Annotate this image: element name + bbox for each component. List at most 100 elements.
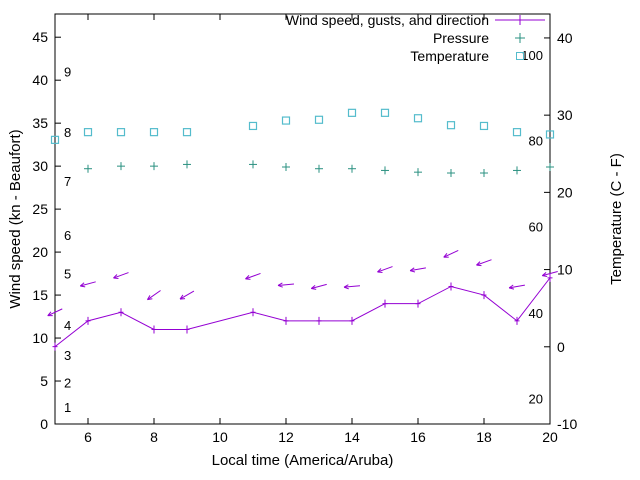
fahrenheit-scale-labels: 20 40 60 80 100 bbox=[521, 48, 543, 407]
beaufort-label: 5 bbox=[64, 267, 71, 282]
wind-direction-arrow bbox=[245, 272, 261, 280]
left-tick-label: 30 bbox=[32, 158, 48, 174]
beaufort-label: 9 bbox=[64, 65, 71, 80]
wind-direction-arrowhead bbox=[47, 311, 52, 316]
beaufort-label: 4 bbox=[64, 318, 71, 333]
beaufort-label: 6 bbox=[64, 228, 71, 243]
wind-direction-arrowhead bbox=[277, 284, 283, 288]
wind-direction-arrowhead bbox=[310, 284, 316, 289]
wind-direction-arrow bbox=[377, 266, 393, 273]
temperature-point bbox=[149, 128, 159, 137]
right-tick-label: -10 bbox=[557, 416, 577, 432]
left-tick-label: 10 bbox=[32, 330, 48, 346]
wind-speed-line bbox=[54, 277, 551, 348]
wind-direction-arrowhead bbox=[476, 261, 481, 266]
wind-direction-arrow bbox=[147, 290, 161, 301]
wind-direction-arrowhead bbox=[343, 284, 349, 288]
wind-direction-arrowhead bbox=[245, 275, 250, 280]
left-tick-label: 5 bbox=[40, 373, 48, 389]
left-tick-label: 40 bbox=[32, 72, 48, 88]
temperature-point bbox=[479, 121, 489, 131]
wind-direction-arrow bbox=[343, 285, 361, 288]
left-tick-label: 45 bbox=[32, 29, 48, 45]
wind-direction-arrow bbox=[179, 290, 195, 300]
right-tick-label: 10 bbox=[557, 262, 573, 278]
beaufort-label: 1 bbox=[64, 400, 71, 415]
left-tick-label: 20 bbox=[32, 244, 48, 260]
temperature-point bbox=[248, 121, 258, 131]
fahrenheit-label: 100 bbox=[521, 48, 543, 63]
wind-direction-arrowhead bbox=[311, 288, 317, 290]
temperature-series bbox=[50, 108, 555, 144]
legend: Wind speed, gusts, and direction Pressure… bbox=[286, 12, 545, 64]
wind-direction-arrowhead bbox=[79, 282, 85, 287]
temperature-point bbox=[281, 116, 291, 125]
x-tick-label: 6 bbox=[84, 429, 92, 445]
temperature-point bbox=[116, 128, 126, 137]
beaufort-label: 8 bbox=[64, 125, 71, 140]
beaufort-scale-labels: 1 2 3 4 5 6 7 8 9 bbox=[64, 65, 71, 415]
temperature-point bbox=[83, 128, 93, 137]
wind-direction-arrowhead bbox=[147, 295, 151, 300]
wind-direction-arrowhead bbox=[508, 287, 515, 290]
beaufort-label: 7 bbox=[64, 174, 71, 189]
wind-direction-arrow bbox=[311, 283, 327, 290]
x-tick-label: 16 bbox=[410, 429, 426, 445]
right-tick-label: 30 bbox=[557, 107, 573, 123]
left-axis-label: Wind speed (kn - Beaufort) bbox=[7, 129, 24, 309]
wind-direction-arrow bbox=[80, 281, 96, 287]
temperature-point bbox=[446, 121, 456, 130]
legend-square-sample bbox=[516, 52, 524, 60]
temperature-point bbox=[413, 114, 423, 123]
left-tick-label: 35 bbox=[32, 115, 48, 131]
wind-direction-arrow bbox=[113, 272, 129, 279]
wind-direction-arrowhead bbox=[80, 285, 86, 288]
wind-direction-arrowhead bbox=[179, 294, 184, 300]
wind-direction-arrowhead bbox=[113, 274, 118, 279]
right-tick-label: 0 bbox=[557, 339, 565, 355]
x-tick-label: 12 bbox=[278, 429, 294, 445]
wind-direction-arrowhead bbox=[409, 267, 415, 272]
wind-direction-arrow bbox=[542, 271, 558, 277]
x-axis-label: Local time (America/Aruba) bbox=[211, 452, 394, 469]
wind-direction-arrow bbox=[47, 308, 63, 317]
right-tick-label: 20 bbox=[557, 184, 573, 200]
x-tick-label: 8 bbox=[150, 429, 158, 445]
left-tick-label: 15 bbox=[32, 287, 48, 303]
fahrenheit-label: 40 bbox=[529, 306, 543, 321]
wind-direction-arrowhead bbox=[147, 298, 153, 301]
wind-direction-arrow bbox=[277, 283, 295, 286]
temperature-point bbox=[380, 108, 390, 117]
temperature-point bbox=[545, 130, 555, 139]
temperature-point bbox=[512, 128, 522, 137]
wind-direction-arrowhead bbox=[343, 286, 349, 290]
wind-direction-arrow bbox=[509, 284, 525, 289]
wind-direction-arrowhead bbox=[409, 270, 416, 273]
right-axis-label: Temperature (C - F) bbox=[608, 153, 625, 285]
left-tick-label: 0 bbox=[40, 416, 48, 432]
left-tick-label: 25 bbox=[32, 201, 48, 217]
wind-direction-arrow bbox=[410, 267, 426, 272]
fahrenheit-label: 80 bbox=[529, 134, 543, 149]
beaufort-label: 2 bbox=[64, 376, 71, 391]
legend-label: Pressure bbox=[433, 30, 489, 46]
fahrenheit-label: 60 bbox=[529, 219, 543, 234]
wind-direction-arrowhead bbox=[541, 272, 547, 277]
wind-series bbox=[47, 249, 558, 351]
wind-direction-arrowhead bbox=[277, 282, 283, 286]
right-tick-label: 40 bbox=[557, 30, 573, 46]
plot-border bbox=[54, 13, 551, 425]
x-tick-label: 10 bbox=[212, 429, 228, 445]
wind-direction-arrow bbox=[443, 249, 459, 258]
temperature-point bbox=[347, 108, 357, 117]
legend-label: Temperature bbox=[410, 48, 489, 64]
x-tick-label: 20 bbox=[542, 429, 558, 445]
wind-direction-arrowhead bbox=[508, 284, 514, 289]
x-tick-label: 18 bbox=[476, 429, 492, 445]
fahrenheit-label: 20 bbox=[529, 392, 543, 407]
legend-label: Wind speed, gusts, and direction bbox=[286, 12, 489, 28]
temperature-point bbox=[314, 115, 324, 124]
wind-direction-arrow bbox=[476, 259, 492, 266]
